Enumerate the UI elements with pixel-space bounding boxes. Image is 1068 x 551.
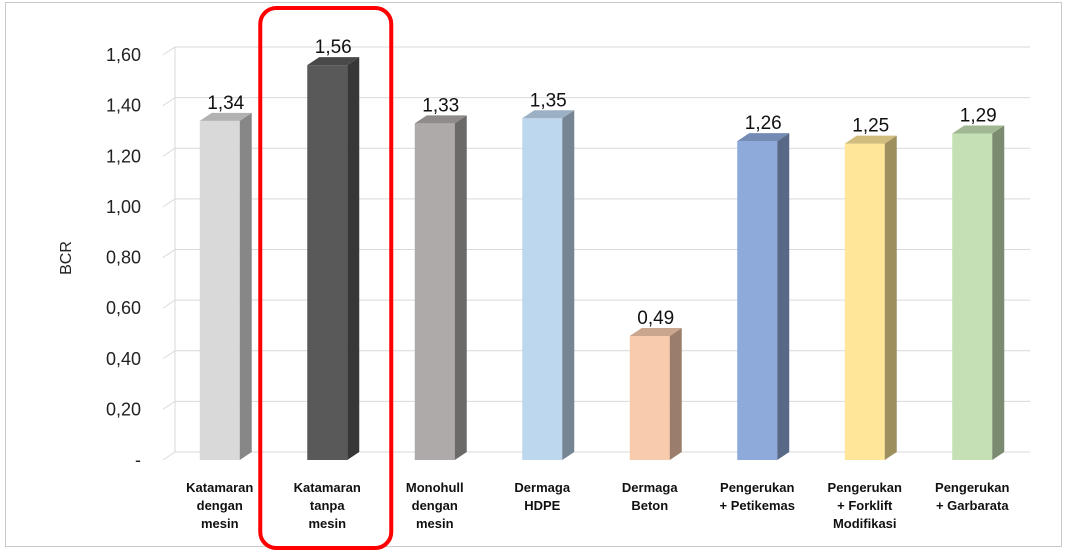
y-tick-label: 0,60	[106, 298, 141, 318]
bar-front	[199, 120, 240, 460]
y-tick-label: 1,40	[106, 96, 141, 116]
category-label: Dermaga	[622, 480, 678, 495]
category-label: HDPE	[524, 498, 560, 513]
y-tick-label: 0,20	[106, 399, 141, 419]
y-axis-title: BCR	[58, 241, 75, 275]
y-tick-label: 1,60	[106, 45, 141, 65]
bar-top	[522, 110, 575, 119]
data-label: 1,33	[422, 95, 459, 116]
bar-front	[629, 335, 670, 460]
category-label: Pengerukan	[935, 480, 1009, 495]
y-tick-label: 0,40	[106, 349, 141, 369]
y-tick-label: -	[135, 450, 141, 470]
data-label: 1,29	[960, 105, 997, 126]
category-label: + Petikemas	[719, 498, 795, 513]
bar-front	[737, 141, 778, 460]
bar-side	[669, 327, 682, 460]
category-label: dengan	[197, 498, 243, 513]
gridline	[162, 147, 1030, 157]
bar-front	[522, 118, 563, 460]
bar-side	[347, 57, 360, 460]
data-label: 1,35	[530, 90, 567, 111]
category-label: Katamaran	[186, 480, 253, 495]
gridline	[162, 400, 1030, 410]
bar-top	[629, 327, 682, 336]
data-label: 1,34	[207, 93, 244, 114]
gridline	[162, 350, 1030, 360]
gridline	[162, 249, 1030, 258]
bar-top	[844, 135, 897, 144]
category-label: mesin	[416, 516, 454, 531]
category-label: dengan	[412, 498, 458, 513]
bar-side	[992, 125, 1005, 460]
bar-side	[562, 110, 575, 460]
category-label: Dermaga	[514, 480, 570, 495]
gridline	[162, 46, 1030, 56]
gridline	[162, 97, 1030, 107]
data-label: 0,49	[637, 308, 674, 329]
bar-front	[307, 65, 348, 460]
data-label: 1,26	[745, 113, 782, 134]
bar-side	[777, 133, 790, 460]
category-label: tanpa	[310, 498, 345, 513]
bar-top	[307, 57, 360, 66]
bar-front	[844, 143, 885, 460]
highlight-box	[258, 6, 394, 550]
bar-top	[952, 125, 1005, 134]
gridline	[162, 198, 1030, 208]
bar-front	[414, 123, 455, 460]
category-label: + Forklift	[837, 498, 893, 513]
gridline	[162, 451, 1030, 461]
bar-top	[737, 133, 790, 142]
y-tick-label: 0,80	[106, 248, 141, 268]
bar-side	[884, 135, 897, 460]
category-label: mesin	[308, 516, 346, 531]
category-label: Beton	[631, 498, 668, 513]
category-label: mesin	[201, 516, 239, 531]
category-label: Katamaran	[294, 480, 361, 495]
bar-side	[239, 112, 252, 460]
category-label: Monohull	[406, 480, 464, 495]
category-label: Pengerukan	[828, 480, 902, 495]
category-label: + Garbarata	[936, 498, 1009, 513]
gridline	[162, 299, 1030, 309]
bar-side	[454, 115, 467, 460]
category-label: Pengerukan	[720, 480, 794, 495]
category-label: Modifikasi	[833, 516, 897, 531]
data-label: 1,25	[852, 116, 889, 137]
y-tick-label: 1,20	[106, 146, 141, 166]
y-tick-label: 1,00	[106, 197, 141, 217]
bar-front	[952, 133, 993, 460]
bar-top	[199, 112, 252, 121]
bar-top	[414, 115, 467, 124]
data-label: 1,56	[315, 37, 352, 58]
